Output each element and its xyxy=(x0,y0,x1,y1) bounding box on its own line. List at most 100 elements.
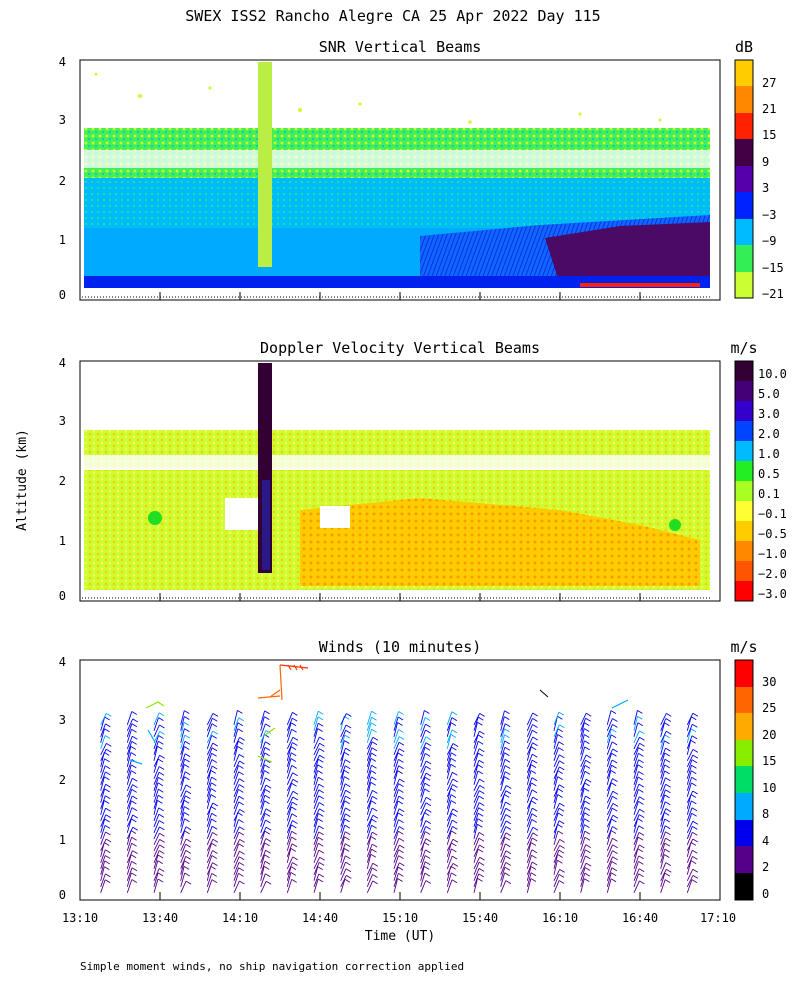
wind-barb-flag xyxy=(638,747,644,751)
wind-barb-flag xyxy=(106,743,112,747)
wind-barb-flag xyxy=(425,796,432,801)
wind-barb xyxy=(153,878,159,893)
wind-barb xyxy=(686,832,693,845)
wind-barb-flag xyxy=(212,742,219,747)
doppler-colorbar-swatch xyxy=(735,381,753,401)
wind-barb xyxy=(420,820,427,833)
wind-barb xyxy=(393,855,399,869)
wind-barb-flag xyxy=(425,849,431,854)
wind-barb xyxy=(260,770,265,785)
panel-doppler-title: Doppler Velocity Vertical Beams xyxy=(260,339,540,357)
wind-barb xyxy=(606,815,614,827)
wind-barb-flag xyxy=(692,849,698,854)
wind-barb-flag xyxy=(639,880,645,885)
wind-barb xyxy=(206,747,213,761)
wind-barb-flag xyxy=(398,849,404,854)
wind-barb xyxy=(366,790,373,803)
wind-barb xyxy=(260,789,266,803)
wind-barb xyxy=(180,784,187,797)
wind-barb-flag xyxy=(105,748,112,753)
wind-barb xyxy=(553,849,560,863)
wind-barb xyxy=(553,854,559,869)
doppler-colorbar-label: 3.0 xyxy=(758,407,780,421)
wind-barb-flag xyxy=(505,855,511,860)
wind-barb xyxy=(366,741,373,755)
wind-barb xyxy=(553,874,560,887)
wind-barb-flag xyxy=(612,814,619,819)
wind-barb xyxy=(580,824,585,839)
wind-barb-flag xyxy=(132,826,139,831)
wind-barb-flag xyxy=(530,800,537,805)
wind-barb xyxy=(526,837,533,851)
wind-barb xyxy=(580,795,586,809)
wind-barb xyxy=(233,717,240,731)
wind-barb xyxy=(393,783,399,797)
wind-barb xyxy=(660,879,666,893)
wind-barb-flag xyxy=(211,752,217,757)
wind-barb-flag xyxy=(532,832,538,837)
wind-barb xyxy=(606,759,613,773)
winds-colorbar-label: 10 xyxy=(762,781,776,795)
wind-barb xyxy=(206,718,213,731)
wind-barb xyxy=(340,730,347,743)
wind-barb xyxy=(500,850,507,863)
wind-barb-flag xyxy=(398,795,405,800)
wind-barb xyxy=(126,795,133,809)
wind-barb xyxy=(633,861,639,875)
wind-barb-flag xyxy=(132,735,138,740)
wind-barb xyxy=(153,758,159,773)
wind-barb-flag xyxy=(292,742,298,746)
wind-barb-flag xyxy=(238,771,244,776)
wind-barb-flag xyxy=(477,818,483,822)
wind-barb-flag xyxy=(158,850,165,854)
wind-barb-flag xyxy=(611,867,618,872)
wind-barb xyxy=(580,849,586,863)
wind-barb xyxy=(553,766,560,779)
wind-barb-flag xyxy=(370,853,377,858)
wind-barb xyxy=(686,749,694,761)
wind-barb xyxy=(633,809,640,821)
wind-barb-flag xyxy=(317,770,323,774)
wind-barb xyxy=(366,854,372,869)
wind-barb-flag xyxy=(210,806,217,810)
wind-barb xyxy=(633,825,640,839)
wind-barb-flag xyxy=(690,794,697,798)
wind-barb xyxy=(446,819,453,833)
wind-barb xyxy=(153,860,159,875)
wind-barb xyxy=(153,807,160,821)
wind-barb xyxy=(606,838,613,851)
wind-barb-flag xyxy=(237,746,243,750)
wind-barb-flag xyxy=(397,716,404,721)
wind-barb xyxy=(633,801,639,815)
wind-barb xyxy=(100,728,105,743)
wind-barb xyxy=(313,873,320,887)
wind-barb xyxy=(473,722,478,737)
wind-barb xyxy=(526,724,533,737)
y-axis-label-group: Altitude (km) xyxy=(15,429,30,531)
doppler-colorbar-label: −3.0 xyxy=(758,587,787,601)
wind-barb-flag xyxy=(265,784,272,789)
wind-barb-flag xyxy=(505,862,511,866)
wind-barb-flag xyxy=(479,713,485,717)
wind-barb-flag xyxy=(105,838,112,843)
wind-barb-flag xyxy=(477,752,484,757)
wind-barb xyxy=(686,770,692,785)
wind-barb-flag xyxy=(157,800,163,804)
wind-barb xyxy=(420,753,426,767)
wind-barb xyxy=(366,717,372,731)
wind-barb xyxy=(340,740,345,755)
wind-barb-flag xyxy=(318,862,325,866)
panel-snr: SNR Vertical Beams xyxy=(59,38,784,302)
wind-barb xyxy=(473,813,479,827)
wind-barb xyxy=(446,772,453,785)
snr-colorbar-frame xyxy=(734,59,754,299)
wind-barb-flag xyxy=(238,784,245,788)
winds-y-tick-label: 3 xyxy=(59,713,66,727)
wind-barb xyxy=(553,845,561,857)
wind-barb xyxy=(233,760,240,773)
wind-barb xyxy=(100,825,106,839)
wind-barb xyxy=(126,770,132,785)
wind-barb-flag xyxy=(505,880,512,884)
wind-barb xyxy=(606,867,613,881)
wind-barb-flag xyxy=(106,713,112,717)
